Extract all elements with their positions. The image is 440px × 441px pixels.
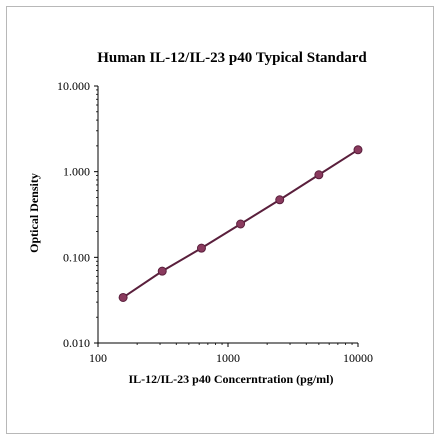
chart-title: Human IL-12/IL-23 p40 Typical Standard <box>97 50 367 66</box>
data-point <box>157 266 167 276</box>
y-axis-label: Optical Density <box>27 173 41 253</box>
data-point <box>275 195 285 205</box>
data-point <box>118 292 128 302</box>
y-tick-label: 1.000 <box>63 165 90 179</box>
y-tick-label: 0.010 <box>63 336 90 350</box>
x-axis-label: IL-12/IL-23 p40 Concerntration (pg/ml) <box>129 372 334 386</box>
x-tick-label: 1000 <box>216 351 240 365</box>
y-tick-label: 10.000 <box>57 79 90 93</box>
data-point <box>196 243 206 253</box>
x-tick-label: 10000 <box>343 351 373 365</box>
data-point <box>236 219 246 229</box>
data-point <box>314 170 324 180</box>
x-tick-label: 100 <box>89 351 107 365</box>
chart-frame <box>6 6 434 434</box>
y-tick-label: 0.100 <box>63 250 90 264</box>
data-point <box>353 145 363 155</box>
